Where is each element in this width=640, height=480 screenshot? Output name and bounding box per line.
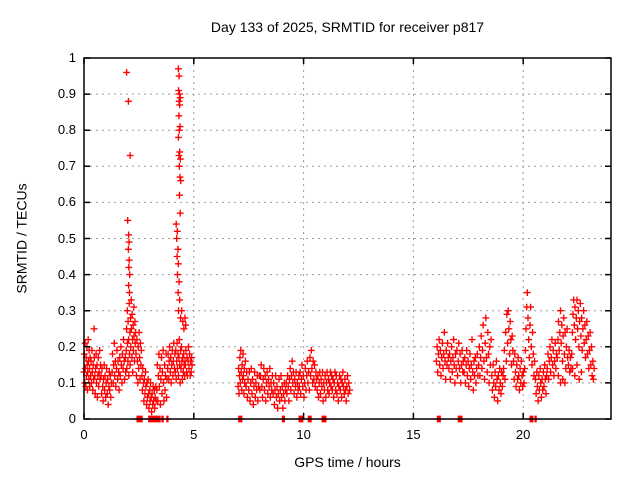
axis-ticks <box>83 57 611 420</box>
y-tick-label: 0 <box>68 411 76 426</box>
y-tick-label: 0.2 <box>57 338 76 354</box>
x-tick-label: 0 <box>80 427 88 442</box>
x-tick-label: 5 <box>190 427 198 442</box>
y-tick-label: 0.9 <box>57 86 76 102</box>
y-axis-label: SRMTID / TECUs <box>13 183 30 294</box>
y-tick-label: 0.8 <box>57 122 76 138</box>
x-axis-label: GPS time / hours <box>294 454 401 470</box>
y-tick-label: 0.5 <box>57 230 76 246</box>
chart-title: Day 133 of 2025, SRMTID for receiver p81… <box>210 19 485 35</box>
y-tick-label: 0.3 <box>57 302 76 318</box>
y-tick-label: 0.6 <box>57 194 76 210</box>
x-tick-label: 20 <box>515 427 531 442</box>
data-points <box>80 65 598 423</box>
grid-lines <box>84 58 611 419</box>
y-tick-label: 1 <box>68 50 76 65</box>
x-tick-label: 10 <box>296 427 311 442</box>
y-tick-label: 0.4 <box>57 266 76 282</box>
y-tick-label: 0.7 <box>57 158 76 174</box>
x-tick-label: 15 <box>406 427 421 442</box>
y-tick-label: 0.1 <box>57 374 76 390</box>
